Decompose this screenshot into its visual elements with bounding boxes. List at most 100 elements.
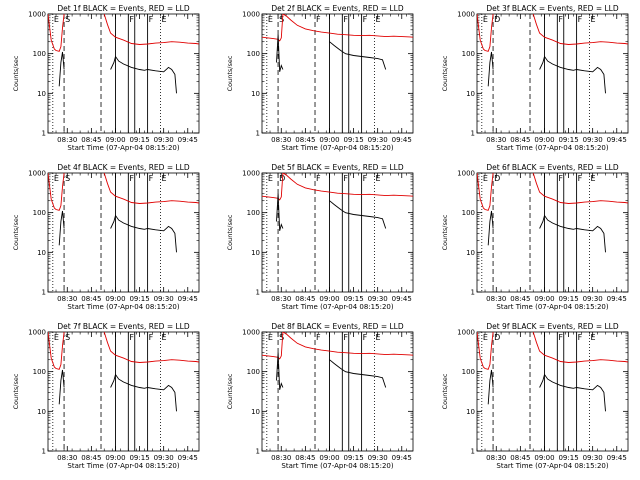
panel-title: Det 1f BLACK = Events, RED = LLD xyxy=(57,4,190,13)
x-tick-label: 08:30 xyxy=(57,295,77,303)
marker-label: F xyxy=(558,174,563,183)
x-tick-label: 09:45 xyxy=(178,454,198,462)
y-tick-label: 10 xyxy=(251,90,260,98)
x-tick-label: 09:30 xyxy=(154,454,174,462)
y-tick-label: 1000 xyxy=(242,11,260,19)
axes-frame xyxy=(47,331,200,452)
y-tick-label: 1 xyxy=(256,289,260,297)
events-series-line xyxy=(276,352,284,390)
x-tick-label: 09:45 xyxy=(607,454,627,462)
y-axis-label: Counts/sec xyxy=(12,373,20,409)
marker-label: E xyxy=(54,174,59,183)
y-tick-label: 1 xyxy=(42,130,46,138)
x-tick-label: 09:00 xyxy=(105,136,125,144)
y-tick-label: 100 xyxy=(33,368,46,376)
x-tick-label: 08:45 xyxy=(510,136,530,144)
marker-label: F xyxy=(149,333,154,342)
lld-series-line xyxy=(532,14,628,45)
marker-label: F xyxy=(343,15,348,24)
panel-det-8: Det 8f BLACK = Events, RED = LLD 1 10 100 10… xyxy=(226,322,414,470)
marker-label: E xyxy=(375,333,380,342)
x-axis-label: Start Time (07-Apr-04 08:15:20) xyxy=(496,144,608,152)
x-axis-label: Start Time (07-Apr-04 08:15:20) xyxy=(67,144,179,152)
y-tick-label: 1000 xyxy=(28,11,46,19)
x-tick-label: 08:45 xyxy=(510,454,530,462)
events-series-line xyxy=(110,214,177,253)
marker-label: E xyxy=(483,333,488,342)
x-tick-label: 09:15 xyxy=(343,136,363,144)
y-tick-label: 1 xyxy=(42,448,46,456)
panel-det-1: Det 1f BLACK = Events, RED = LLD 1 10 100 10… xyxy=(12,4,200,152)
marker-label: E xyxy=(590,174,595,183)
x-tick-label: 08:45 xyxy=(295,136,315,144)
marker-label: F xyxy=(343,333,348,342)
marker-label: E xyxy=(590,15,595,24)
events-series-line xyxy=(487,369,494,405)
x-tick-label: 09:00 xyxy=(534,136,554,144)
marker-label: F xyxy=(578,174,583,183)
y-tick-label: 1 xyxy=(256,130,260,138)
y-tick-label: 100 xyxy=(462,209,475,217)
lld-series-line xyxy=(103,14,199,45)
y-tick-label: 100 xyxy=(247,209,260,217)
y-axis-label: Counts/sec xyxy=(226,373,234,409)
x-tick-label: 09:45 xyxy=(607,136,627,144)
x-tick-label: 08:45 xyxy=(81,454,101,462)
axes-frame xyxy=(476,172,629,293)
axes-frame xyxy=(47,13,200,134)
panel-det-6: Det 6f BLACK = Events, RED = LLD 1 10 100 10… xyxy=(441,163,629,311)
panel-title: Det 9f BLACK = Events, RED = LLD xyxy=(486,322,619,331)
x-tick-label: 09:30 xyxy=(583,136,603,144)
events-series-line xyxy=(58,210,65,246)
lld-series-line xyxy=(103,332,199,363)
x-tick-label: 08:45 xyxy=(510,295,530,303)
x-tick-label: 09:00 xyxy=(534,454,554,462)
events-series-line xyxy=(539,55,606,94)
marker-label: E xyxy=(161,333,166,342)
y-tick-label: 100 xyxy=(33,209,46,217)
x-tick-label: 08:30 xyxy=(486,136,506,144)
x-tick-label: 09:45 xyxy=(392,136,412,144)
x-tick-label: 08:30 xyxy=(57,454,77,462)
panel-title: Det 4f BLACK = Events, RED = LLD xyxy=(57,163,190,172)
y-tick-label: 100 xyxy=(33,50,46,58)
x-tick-label: 09:15 xyxy=(558,295,578,303)
y-axis-label: Counts/sec xyxy=(441,373,449,409)
x-tick-label: 09:00 xyxy=(534,295,554,303)
y-tick-label: 10 xyxy=(466,408,475,416)
x-tick-label: 09:30 xyxy=(368,454,388,462)
x-tick-label: 08:45 xyxy=(81,295,101,303)
events-series-line xyxy=(329,359,387,388)
marker-label: F xyxy=(316,333,321,342)
y-axis-label: Counts/sec xyxy=(226,55,234,91)
marker-label: E xyxy=(590,333,595,342)
x-tick-label: 08:30 xyxy=(271,136,291,144)
events-series-line xyxy=(276,34,284,72)
lld-series-line xyxy=(532,332,628,363)
x-axis-label: Start Time (07-Apr-04 08:15:20) xyxy=(281,303,393,311)
x-tick-label: 09:30 xyxy=(583,295,603,303)
panel-title: Det 7f BLACK = Events, RED = LLD xyxy=(57,322,190,331)
y-tick-label: 10 xyxy=(251,249,260,257)
y-axis-label: Counts/sec xyxy=(441,214,449,250)
marker-label: F xyxy=(316,15,321,24)
events-series-line xyxy=(276,193,284,231)
marker-label: F xyxy=(558,333,563,342)
marker-label: F xyxy=(343,174,348,183)
y-tick-label: 100 xyxy=(247,368,260,376)
marker-label: F xyxy=(363,15,368,24)
x-tick-label: 09:30 xyxy=(154,295,174,303)
y-tick-label: 10 xyxy=(37,408,46,416)
x-tick-label: 09:45 xyxy=(178,295,198,303)
marker-label: D xyxy=(494,174,500,183)
marker-label: F xyxy=(149,174,154,183)
panel-det-3: Det 3f BLACK = Events, RED = LLD 1 10 100 10… xyxy=(441,4,629,152)
x-tick-label: 09:15 xyxy=(129,295,149,303)
y-axis-label: Counts/sec xyxy=(226,214,234,250)
lld-series-line xyxy=(262,14,413,42)
y-tick-label: 1000 xyxy=(457,329,475,337)
marker-label: F xyxy=(129,174,134,183)
y-tick-label: 1000 xyxy=(457,170,475,178)
panel-title: Det 6f BLACK = Events, RED = LLD xyxy=(486,163,619,172)
x-tick-label: 09:00 xyxy=(319,295,339,303)
